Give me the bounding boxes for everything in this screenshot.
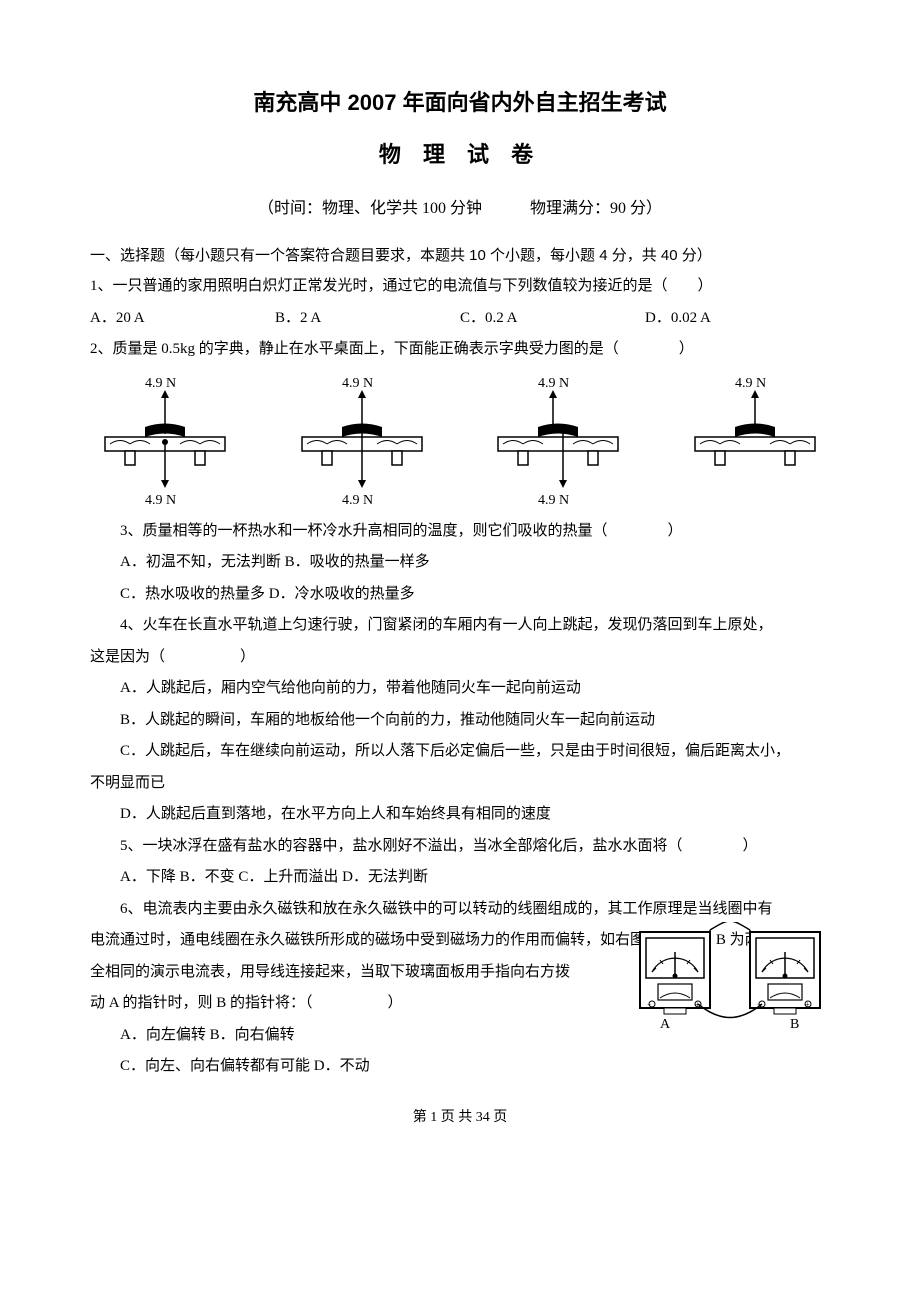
q1-opt-c: C．0.2 A (460, 303, 645, 335)
q4-opt-d: D．人跳起后直到落地，在水平方向上人和车始终具有相同的速度 (90, 799, 830, 831)
meter-a-label: A (660, 1017, 671, 1032)
label-up: 4.9 N (538, 376, 569, 391)
section-1-title: 一、选择题（每小题只有一个答案符合题目要求，本题共 10 个小题，每小题 4 分… (90, 240, 830, 272)
main-title-line1: 南充高中 2007 年面向省内外自主招生考试 (90, 80, 830, 126)
page-footer: 第 1 页 共 34 页 (90, 1103, 830, 1132)
question-2: 2、质量是 0.5kg 的字典，静止在水平桌面上，下面能正确表示字典受力图的是（… (90, 334, 830, 366)
label-down: 4.9 N (538, 493, 569, 508)
q6-meters-diagram: − + A (630, 922, 830, 1042)
q6-opt-b: B．向右偏转 (210, 1027, 295, 1043)
label-up: 4.9 N (145, 376, 176, 391)
q2-diagram-b: 4.9 N 4.9 N (287, 372, 437, 512)
question-5-options: A．下降 B．不变 C．上升而溢出 D．无法判断 (90, 862, 830, 894)
q3-opt-d: D．冷水吸收的热量多 (269, 586, 415, 602)
q2-diagram-a: 4.9 N 4.9 N (90, 372, 240, 512)
q1-opt-b: B．2 A (275, 303, 460, 335)
q6-opt-a: A．向左偏转 (120, 1027, 206, 1043)
label-down: 4.9 N (342, 493, 373, 508)
question-6-line1: 6、电流表内主要由永久磁铁和放在永久磁铁中的可以转动的线圈组成的，其工作原理是当… (90, 894, 830, 926)
question-3-options-row2: C．热水吸收的热量多 D．冷水吸收的热量多 (90, 579, 830, 611)
question-6-block: 6、电流表内主要由永久磁铁和放在永久磁铁中的可以转动的线圈组成的，其工作原理是当… (90, 894, 830, 1083)
label-up: 4.9 N (735, 376, 766, 391)
q4-opt-a: A．人跳起后，厢内空气给他向前的力，带着他随同火车一起向前运动 (90, 673, 830, 705)
q5-opt-c: C．上升而溢出 (238, 869, 338, 885)
question-4-line2: 这是因为（ ） (90, 642, 830, 674)
q5-opt-d: D．无法判断 (342, 869, 428, 885)
label-down: 4.9 N (145, 493, 176, 508)
question-5: 5、一块冰浮在盛有盐水的容器中，盐水刚好不溢出，当冰全部熔化后，盐水水面将（ ） (90, 831, 830, 863)
q1-opt-a: A．20 A (90, 303, 275, 335)
q3-opt-a: A．初温不知，无法判断 (120, 554, 281, 570)
question-6-options-row2: C．向左、向右偏转都有可能 D．不动 (90, 1051, 830, 1083)
question-2-diagrams: 4.9 N 4.9 N 4.9 N (90, 372, 830, 512)
q6-opt-c: C．向左、向右偏转都有可能 (120, 1058, 310, 1074)
meter-b-label: B (790, 1017, 799, 1032)
svg-text:+: + (805, 1000, 810, 1009)
q2-diagram-c: 4.9 N 4.9 N (483, 372, 633, 512)
q4-opt-c-line1: C．人跳起后，车在继续向前运动，所以人落下后必定偏后一些，只是由于时间很短，偏后… (90, 736, 830, 768)
question-1: 1、一只普通的家用照明白炽灯正常发光时，通过它的电流值与下列数值较为接近的是（ … (90, 271, 830, 303)
q5-opt-b: B．不变 (180, 869, 235, 885)
q6-opt-d: D．不动 (314, 1058, 370, 1074)
q3-opt-c: C．热水吸收的热量多 (120, 586, 265, 602)
main-title-line2: 物 理 试 卷 (90, 132, 830, 178)
question-3-options-row1: A．初温不知，无法判断 B．吸收的热量一样多 (90, 547, 830, 579)
q1-opt-d: D．0.02 A (645, 303, 830, 335)
time-info: （时间：物理、化学共 100 分钟 物理满分：90 分） (90, 192, 830, 226)
q4-opt-c-line2: 不明显而已 (90, 768, 830, 800)
question-3: 3、质量相等的一杯热水和一杯冷水升高相同的温度，则它们吸收的热量（ ） (90, 516, 830, 548)
svg-text:−: − (647, 1000, 652, 1009)
question-1-options: A．20 A B．2 A C．0.2 A D．0.02 A (90, 303, 830, 335)
label-up: 4.9 N (342, 376, 373, 391)
question-4-line1: 4、火车在长直水平轨道上匀速行驶，门窗紧闭的车厢内有一人向上跳起，发现仍落回到车… (90, 610, 830, 642)
q4-opt-b: B．人跳起的瞬间，车厢的地板给他一个向前的力，推动他随同火车一起向前运动 (90, 705, 830, 737)
q5-opt-a: A．下降 (120, 869, 176, 885)
q2-diagram-d: 4.9 N (680, 372, 830, 512)
q3-opt-b: B．吸收的热量一样多 (285, 554, 430, 570)
